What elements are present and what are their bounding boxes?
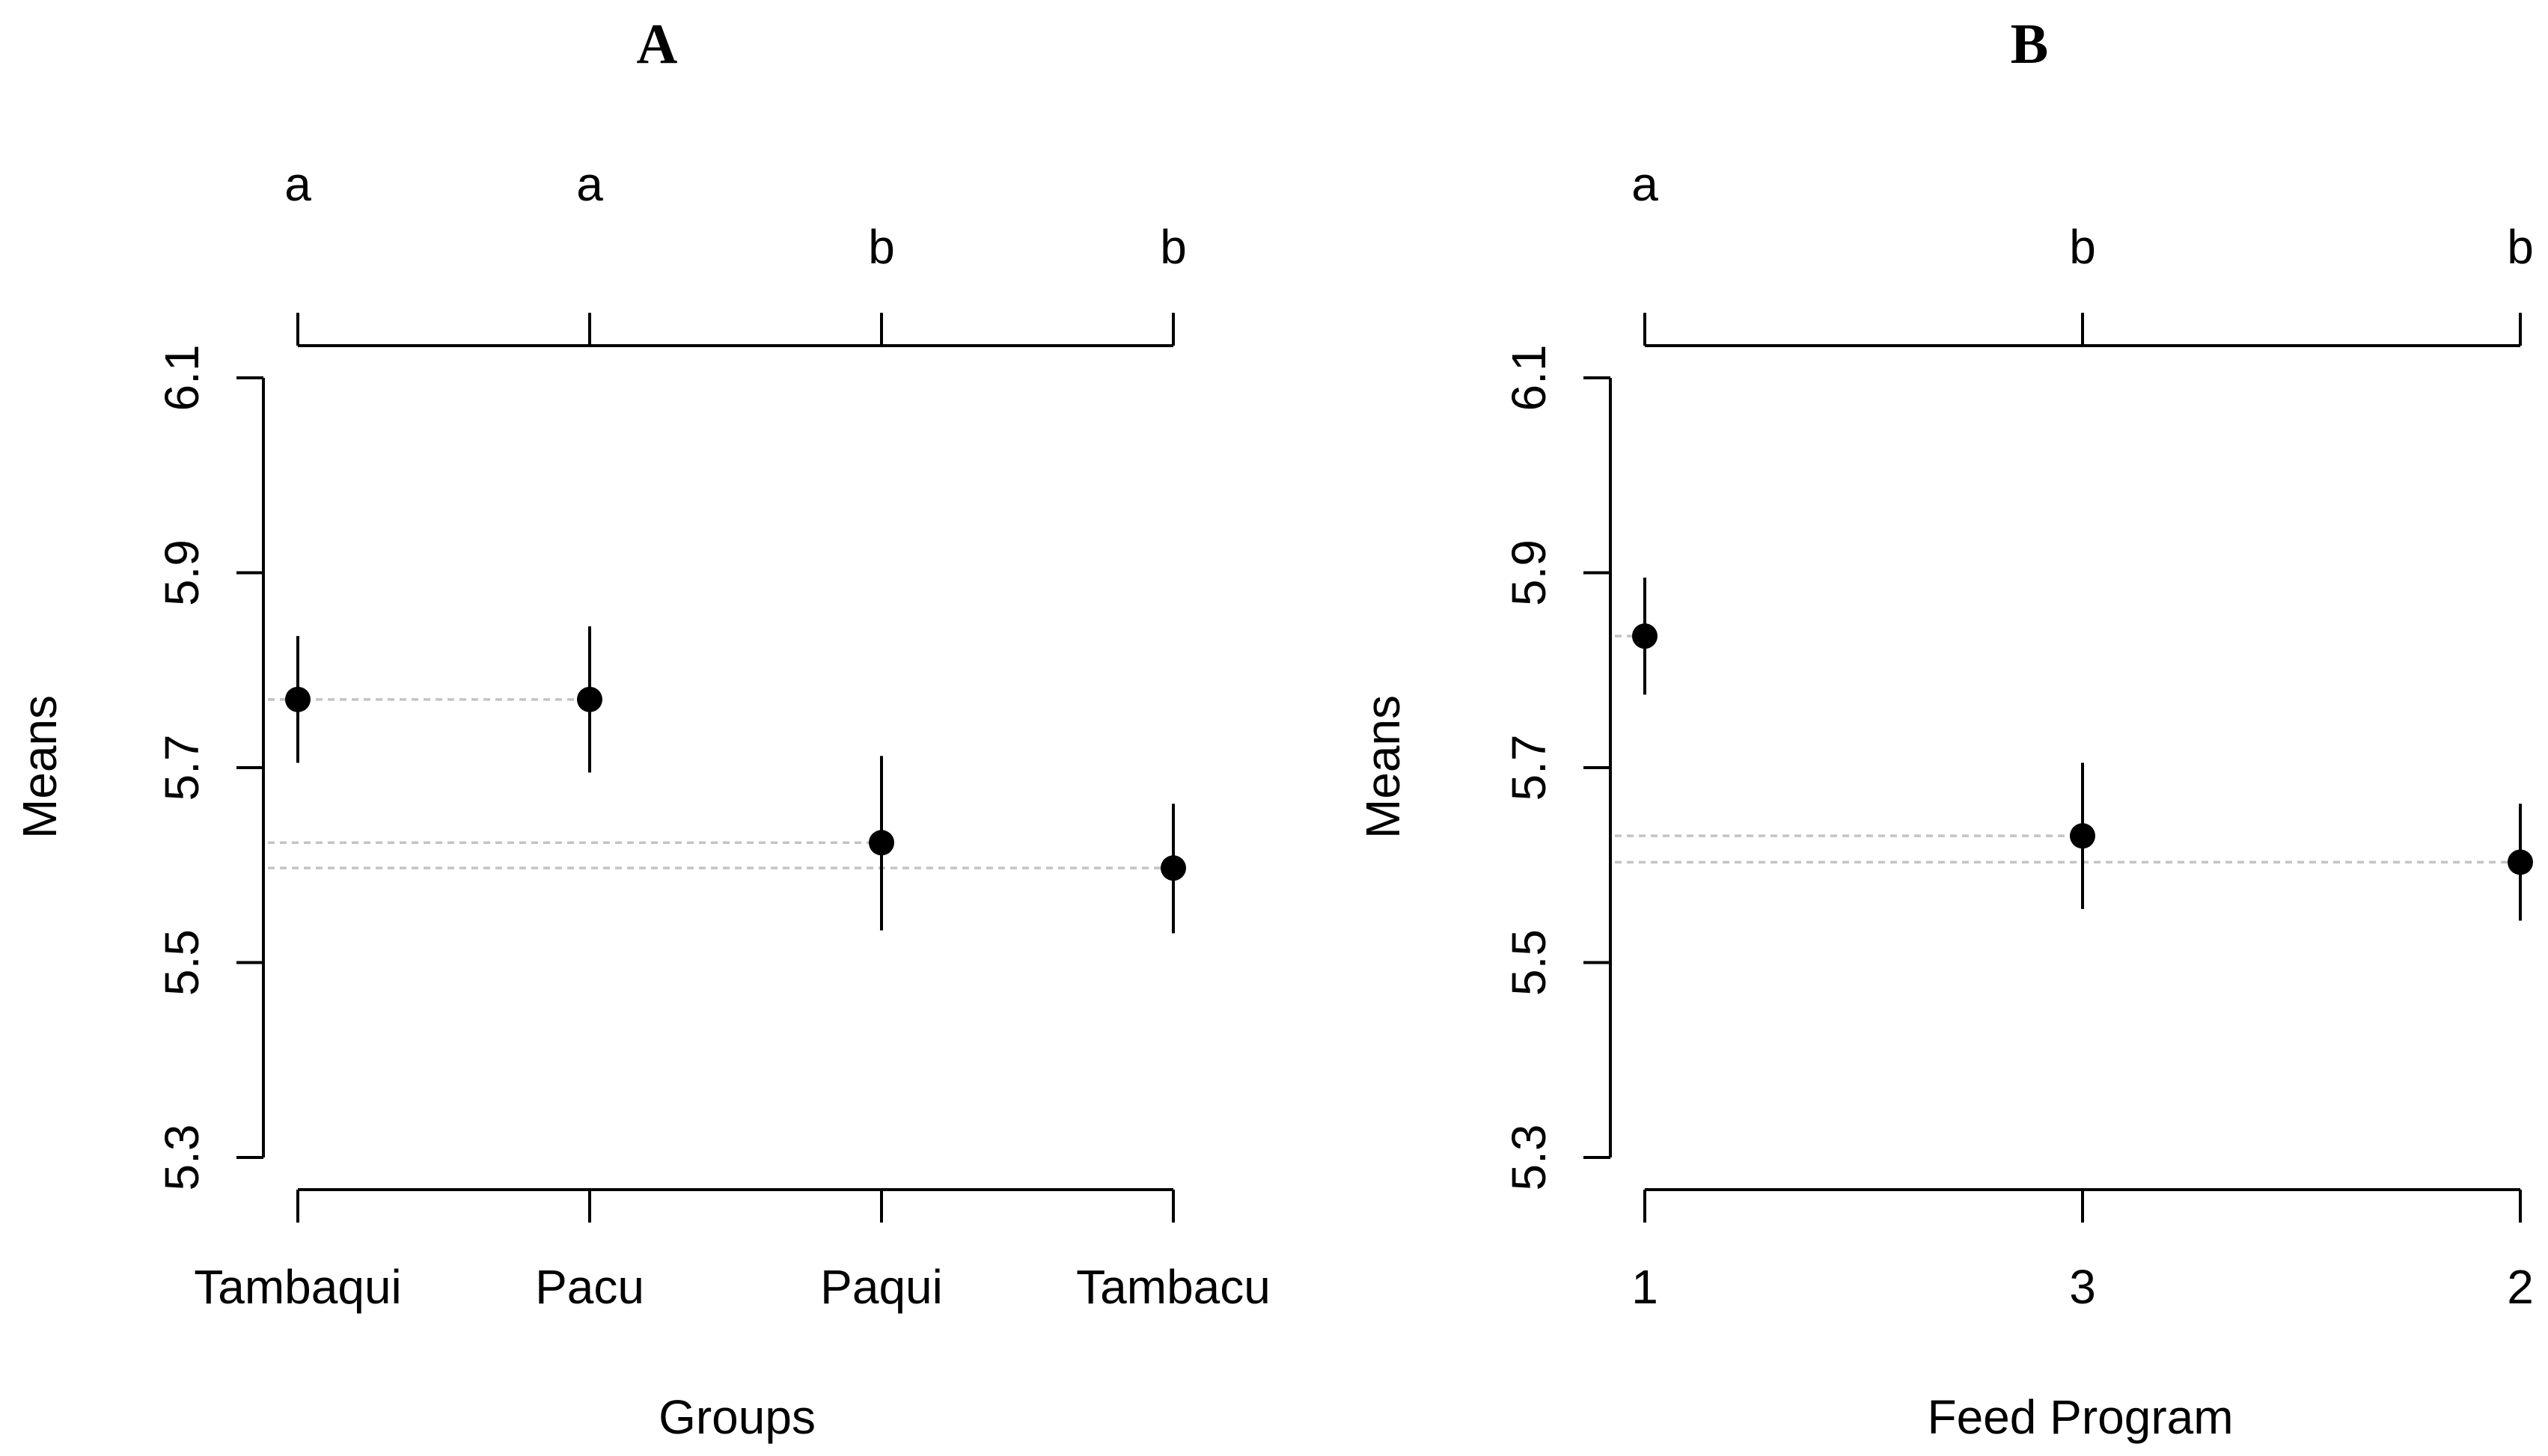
- panel-a-mean-point: [285, 686, 311, 712]
- panel-a-mean-point: [577, 686, 602, 712]
- panel-a-group-letter: b: [1160, 220, 1187, 274]
- panel-b-means: [1632, 578, 2533, 921]
- panel-b-y-tick-label: 5.3: [1502, 1125, 1556, 1191]
- panel-a-means: [285, 626, 1186, 934]
- panel-b-x-tick-label: 2: [2507, 1260, 2534, 1314]
- panel-a-group-letter: b: [868, 220, 895, 274]
- panel-b-y-tick-label: 5.7: [1502, 735, 1556, 801]
- panel-b-axes: 5.3 5.5 5.7 5.9 6.1 1 a 3 b 2 b: [1502, 157, 2534, 1314]
- panel-a-title: A: [637, 13, 678, 76]
- panel-a-mean-point: [869, 830, 894, 856]
- panel-b-y-tick-label: 6.1: [1502, 345, 1556, 412]
- panel-b-y-axis-title: Means: [1356, 695, 1410, 839]
- panel-a-x-tick-label: Paqui: [820, 1260, 943, 1314]
- panel-a-mean-point: [1161, 855, 1186, 881]
- panel-a-x-axis-title: Groups: [659, 1390, 816, 1444]
- panel-b-x-tick-label: 1: [1631, 1260, 1658, 1314]
- panel-b-mean-point: [1632, 623, 1658, 649]
- panel-b-group-letter: a: [1631, 157, 1658, 211]
- panel-a-y-tick-label: 5.9: [155, 539, 209, 606]
- panel-b-x-axis-title: Feed Program: [1927, 1390, 2233, 1444]
- panel-b-mean-point: [2508, 849, 2533, 875]
- panel-b-group-letter: b: [2069, 220, 2096, 274]
- panel-a-y-axis-title: Means: [13, 695, 67, 839]
- panel-a-x-tick-label: Pacu: [535, 1260, 644, 1314]
- panel-b-title: B: [2011, 13, 2049, 76]
- panel-a-y-tick-label: 6.1: [155, 345, 209, 412]
- panel-a-group-letter: a: [576, 157, 603, 211]
- panel-b-y-tick-label: 5.9: [1502, 539, 1556, 606]
- panel-b-group-letter: b: [2507, 220, 2534, 274]
- panel-b: B Feed Program Means 5.3 5.5 5.7 5.9 6.1 1 a 3 b…: [1356, 13, 2534, 1444]
- panel-b-mean-point: [2070, 823, 2095, 849]
- panel-b-y-tick-label: 5.5: [1502, 929, 1556, 996]
- panel-a-y-tick-label: 5.7: [155, 735, 209, 801]
- panel-a-y-tick-label: 5.5: [155, 929, 209, 996]
- panel-a-axes: 5.3 5.5 5.7 5.9 6.1 Tambaqui a Pacu a Paqui b Tamba…: [155, 157, 1271, 1314]
- panel-a-x-tick-label: Tambacu: [1076, 1260, 1271, 1314]
- panel-a-x-tick-label: Tambaqui: [194, 1260, 402, 1314]
- panel-a-y-tick-label: 5.3: [155, 1125, 209, 1191]
- panel-a-group-letter: a: [284, 157, 311, 211]
- panel-b-x-tick-label: 3: [2069, 1260, 2096, 1314]
- panel-a: A Groups Means 5.3 5.5 5.7 5.9 6.1 Tambaqui a P…: [13, 13, 1271, 1444]
